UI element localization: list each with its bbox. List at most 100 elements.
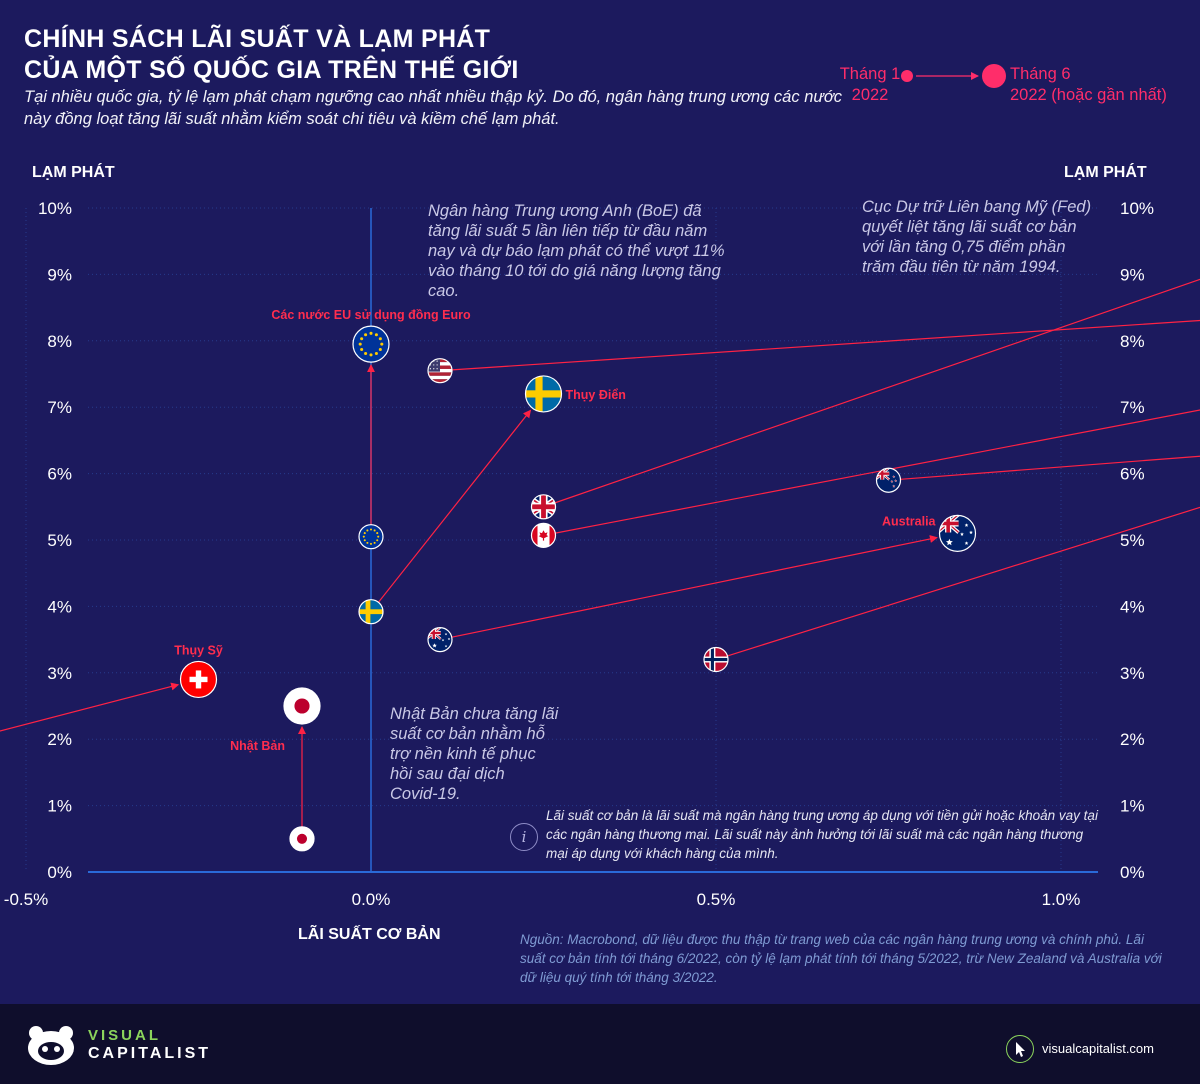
y-tick-label-right: 9% — [1120, 265, 1145, 284]
legend-start-line-2: 2022 — [851, 86, 889, 104]
annotation-uk-line: nay và dự báo lạm phát có thể vượt 11% — [428, 242, 725, 260]
cursor-icon[interactable] — [1006, 1035, 1034, 1063]
footer — [0, 1004, 1200, 1084]
annotation-japan: Nhật Bản chưa tăng lãi suất cơ bản nhằm … — [390, 704, 558, 804]
country-label-au: Australia — [882, 514, 937, 528]
y-tick-label-right: 0% — [1120, 863, 1145, 882]
flag-markers — [179, 325, 977, 852]
x-tick-label: 0.0% — [352, 890, 391, 909]
ch-flag-end-marker — [179, 660, 218, 699]
annotation-japan-line: Covid-19. — [390, 785, 461, 803]
site-link[interactable]: visualcapitalist.com — [1042, 1041, 1154, 1056]
y-tick-label-left: 8% — [47, 332, 72, 351]
x-tick-label: -0.5% — [4, 890, 48, 909]
y-tick-label-left: 9% — [47, 265, 72, 284]
arrow-us — [451, 319, 1200, 371]
se-flag-end-marker — [524, 375, 563, 413]
eu-flag-end-marker — [352, 325, 390, 363]
y-tick-label-right: 7% — [1120, 398, 1145, 417]
y-tick-label-right: 5% — [1120, 531, 1145, 550]
info-icon: i — [510, 823, 538, 851]
y-tick-label-right: 10% — [1120, 199, 1154, 218]
y-tick-label-right: 1% — [1120, 797, 1145, 816]
source-note: Nguồn: Macrobond, dữ liệu được thu thập … — [520, 932, 1162, 985]
visual-capitalist-logo-icon — [28, 1026, 74, 1065]
title-line-2: CỦA MỘT SỐ QUỐC GIA TRÊN THẾ GIỚI — [24, 56, 519, 84]
y-tick-label-right: 8% — [1120, 332, 1145, 351]
us-flag-start-marker — [427, 358, 453, 384]
y-tick-label-right: 6% — [1120, 465, 1145, 484]
country-label-jp: Nhật Bản — [230, 739, 285, 753]
y-tick-label-left: 7% — [47, 398, 72, 417]
info-note: Lãi suất cơ bản là lãi suất mà ngân hàng… — [546, 808, 1098, 861]
x-tick-label: 1.0% — [1042, 890, 1081, 909]
arrow-uk — [554, 278, 1200, 504]
annotation-uk-line: tăng lãi suất 5 lần liên tiếp từ đầu năm — [428, 222, 708, 240]
au-flag-start-marker — [427, 626, 453, 653]
ca-flag-start-marker — [530, 522, 557, 548]
y-tick-label-left: 6% — [47, 465, 72, 484]
annotation-uk-line: cao. — [428, 282, 460, 300]
logo-text-visual: VISUAL — [88, 1027, 162, 1044]
annotation-us-line: Cục Dự trữ Liên bang Mỹ (Fed) — [862, 198, 1092, 216]
annotation-japan-line: Nhật Bản chưa tăng lãi — [390, 705, 559, 723]
y-tick-label-left: 5% — [47, 531, 72, 550]
eu-flag-start-marker — [358, 524, 384, 550]
country-label-eu: Các nước EU sử dụng đồng Euro — [271, 308, 471, 322]
y-axis-title-left: LẠM PHÁT — [32, 164, 115, 181]
annotation-uk-line: vào tháng 10 tới do giá năng lượng tăng — [428, 262, 721, 280]
logo-text-capitalist: CAPITALIST — [88, 1045, 212, 1062]
arrow-ca — [555, 409, 1200, 534]
x-axis-title: LÃI SUẤT CƠ BẢN — [298, 926, 441, 943]
jp-flag-start-marker — [289, 826, 315, 852]
legend-end-dot — [982, 64, 1006, 88]
y-tick-label-left: 0% — [47, 863, 72, 882]
grid — [25, 207, 1098, 873]
arrow-se — [377, 409, 532, 603]
legend-start-label: Tháng 1 2022 — [820, 64, 920, 106]
scatter-chart: 0% 0% 1% 1% 2% 2% 3% 3% 4% 4% 5% 5% 6% 6% 7% 7% 8% 8% 9% 9%… — [0, 64, 1200, 909]
nz-flag-start-marker — [875, 467, 902, 493]
arrows — [0, 278, 1200, 827]
annotation-uk: Ngân hàng Trung ương Anh (BoE) đã tăng l… — [428, 201, 725, 301]
legend-start-dot — [901, 70, 913, 82]
annotation-us-line: trăm đầu tiên từ năm 1994. — [862, 258, 1061, 276]
uk-flag-start-marker — [530, 494, 557, 520]
y-tick-label-left: 2% — [47, 730, 72, 749]
se-flag-start-marker — [358, 599, 384, 625]
annotation-us-line: với lần tăng 0,75 điểm phần — [862, 238, 1066, 256]
legend-end-line-1: Tháng 6 — [1010, 65, 1071, 83]
annotation-us-line: quyết liệt tăng lãi suất cơ bản — [862, 218, 1077, 236]
annotation-us: Cục Dự trữ Liên bang Mỹ (Fed) quyết liệt… — [862, 197, 1091, 277]
x-tick-label: 0.5% — [697, 890, 736, 909]
y-axis-title-right: LẠM PHÁT — [1064, 164, 1147, 181]
annotation-japan-line: suất cơ bản nhằm hỗ — [390, 725, 545, 743]
arrow-no — [727, 506, 1200, 657]
title-line-1: CHÍNH SÁCH LÃI SUẤT VÀ LẠM PHÁT — [24, 25, 491, 53]
chart-subtitle: Tại nhiều quốc gia, tỷ lệ lạm phát chạm … — [24, 88, 843, 128]
country-label-se: Thụy Điển — [566, 388, 626, 402]
arrow-au — [451, 535, 938, 638]
y-tick-label-left: 3% — [47, 664, 72, 683]
annotation-japan-line: hồi sau đại dịch — [390, 765, 505, 783]
legend-end-line-2: 2022 (hoặc gần nhất) — [1010, 86, 1167, 104]
y-tick-label-left: 4% — [47, 597, 72, 616]
annotation-japan-line: trợ nền kinh tế phục — [390, 745, 536, 763]
country-label-ch: Thụy Sỹ — [174, 643, 223, 657]
y-tick-label-right: 2% — [1120, 730, 1145, 749]
no-flag-start-marker — [703, 646, 729, 673]
axis-ticks: 0% 0% 1% 1% 2% 2% 3% 3% 4% 4% 5% 5% 6% 6% 7% 7% 8% 8% 9% 9%… — [4, 199, 1154, 909]
legend-end-label: Tháng 6 2022 (hoặc gần nhất) — [1010, 64, 1167, 106]
y-tick-label-left: 10% — [38, 199, 72, 218]
y-tick-label-right: 4% — [1120, 597, 1145, 616]
jp-flag-end-marker — [283, 687, 321, 725]
legend-graphic — [901, 64, 1006, 88]
y-tick-label-right: 3% — [1120, 664, 1145, 683]
arrow-ch — [0, 682, 180, 732]
legend-start-line-1: Tháng 1 — [839, 65, 901, 83]
au-flag-end-marker — [938, 514, 977, 552]
arrow-nz — [900, 455, 1200, 480]
chart-title: CHÍNH SÁCH LÃI SUẤT VÀ LẠM PHÁT CỦA MỘT … — [24, 24, 519, 86]
annotation-uk-line: Ngân hàng Trung ương Anh (BoE) đã — [428, 202, 702, 220]
